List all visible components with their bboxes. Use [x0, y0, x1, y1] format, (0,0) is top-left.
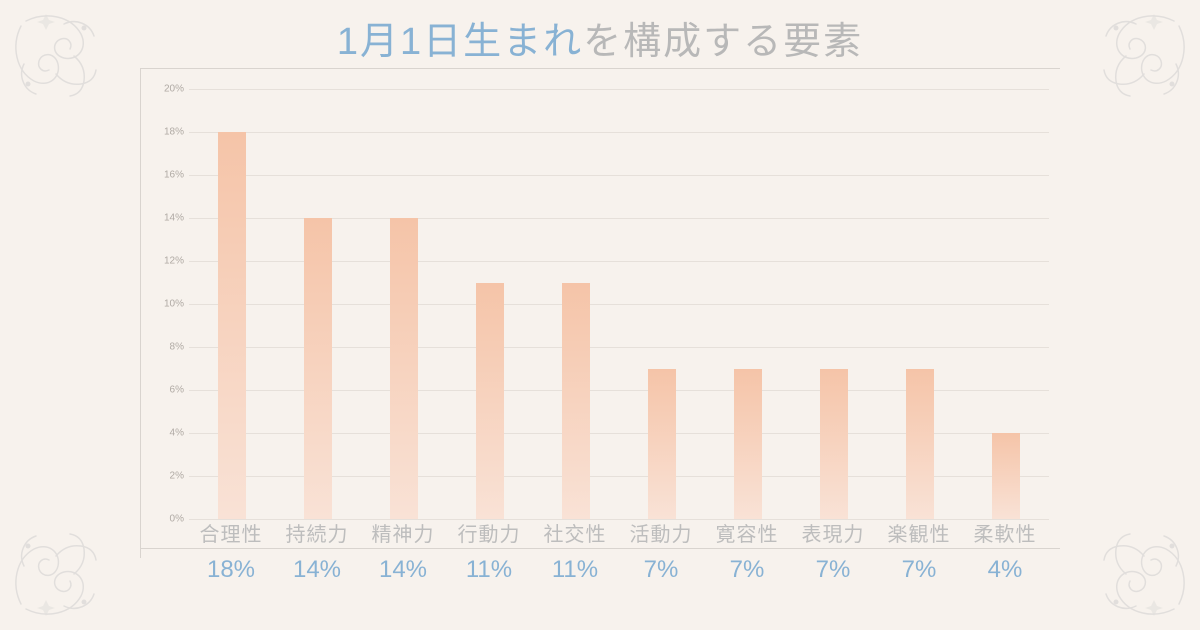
category-label: 合理性	[200, 524, 263, 546]
value-cell: 14%	[274, 556, 360, 584]
bar	[390, 218, 418, 519]
category-labels-row: 合理性 持続力 精神力 行動力 社交性 活動力 寛容性 表現力 楽観性 柔軟性	[188, 518, 1048, 547]
category-cell: 表現力	[790, 518, 876, 547]
chart-title: 1月1日生まれを構成する要素	[0, 10, 1200, 65]
bar	[304, 218, 332, 519]
bar-slot	[275, 89, 361, 519]
title-rest: を構成する要素	[583, 21, 863, 63]
value-cell: 11%	[446, 556, 532, 584]
bar	[648, 369, 676, 520]
y-tick-label: 0%	[154, 514, 184, 525]
category-cell: 合理性	[188, 518, 274, 547]
bar-slot	[705, 89, 791, 519]
value-label: 14%	[293, 556, 341, 583]
bar-slot	[361, 89, 447, 519]
value-label: 4%	[988, 556, 1023, 583]
bar-slot	[189, 89, 275, 519]
category-cell: 活動力	[618, 518, 704, 547]
category-cell: 行動力	[446, 518, 532, 547]
value-cell: 18%	[188, 556, 274, 584]
value-cell: 7%	[876, 556, 962, 584]
bar-slot	[533, 89, 619, 519]
value-label: 18%	[207, 556, 255, 583]
category-cell: 柔軟性	[962, 518, 1048, 547]
value-label: 11%	[552, 556, 598, 583]
bar-slot	[791, 89, 877, 519]
category-label: 行動力	[458, 524, 521, 546]
category-label: 楽観性	[888, 524, 951, 546]
category-cell: 楽観性	[876, 518, 962, 547]
bar	[218, 132, 246, 519]
y-tick-label: 12%	[154, 256, 184, 267]
y-tick-label: 16%	[154, 170, 184, 181]
bar	[906, 369, 934, 520]
y-tick-label: 10%	[154, 299, 184, 310]
y-tick-label: 2%	[154, 471, 184, 482]
value-label: 7%	[902, 556, 937, 583]
bar	[562, 283, 590, 520]
y-tick-label: 18%	[154, 127, 184, 138]
bar-slot	[619, 89, 705, 519]
category-label: 寛容性	[716, 524, 779, 546]
category-cell: 精神力	[360, 518, 446, 547]
bar	[476, 283, 504, 520]
value-cell: 14%	[360, 556, 446, 584]
value-label: 7%	[816, 556, 851, 583]
value-labels-row: 18% 14% 14% 11% 11% 7% 7% 7% 7% 4%	[188, 556, 1048, 584]
chart-frame: 0% 2% 4% 6% 8% 10% 12% 14% 16% 18% 20%	[140, 68, 1060, 558]
category-cell: 寛容性	[704, 518, 790, 547]
bars-container	[189, 89, 1049, 519]
bar	[734, 369, 762, 520]
value-label: 11%	[466, 556, 512, 583]
bar-slot	[447, 89, 533, 519]
bar-slot	[877, 89, 963, 519]
category-label: 社交性	[544, 524, 607, 546]
corner-ornament-br	[1064, 494, 1194, 624]
y-tick-label: 4%	[154, 428, 184, 439]
value-cell: 7%	[618, 556, 704, 584]
value-cell: 11%	[532, 556, 618, 584]
bar-slot	[963, 89, 1049, 519]
category-cell: 持続力	[274, 518, 360, 547]
value-cell: 7%	[704, 556, 790, 584]
category-label: 精神力	[372, 524, 435, 546]
y-tick-label: 14%	[154, 213, 184, 224]
y-tick-label: 6%	[154, 385, 184, 396]
value-cell: 7%	[790, 556, 876, 584]
value-cell: 4%	[962, 556, 1048, 584]
category-label: 活動力	[630, 524, 693, 546]
divider-line	[140, 548, 1060, 549]
value-label: 14%	[379, 556, 427, 583]
bar	[820, 369, 848, 520]
y-tick-label: 8%	[154, 342, 184, 353]
title-accent: 1月1日生まれ	[337, 21, 583, 63]
corner-ornament-bl	[6, 494, 136, 624]
category-label: 持続力	[286, 524, 349, 546]
category-label: 柔軟性	[974, 524, 1037, 546]
value-label: 7%	[644, 556, 679, 583]
plot-area: 0%2%4%6%8%10%12%14%16%18%20%	[189, 89, 1049, 519]
bar	[992, 433, 1020, 519]
value-label: 7%	[730, 556, 765, 583]
category-label: 表現力	[802, 524, 865, 546]
y-tick-label: 20%	[154, 84, 184, 95]
category-cell: 社交性	[532, 518, 618, 547]
